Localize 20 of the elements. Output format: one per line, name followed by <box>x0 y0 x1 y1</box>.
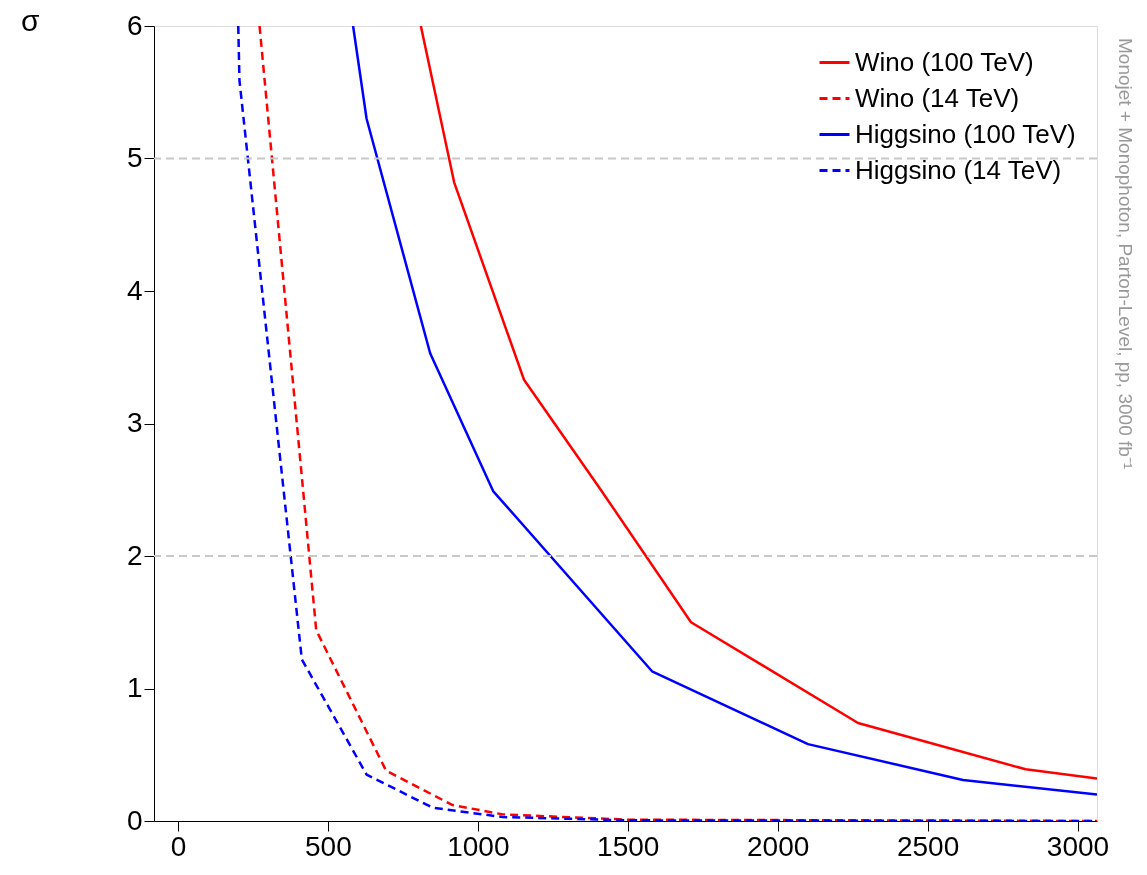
y-tick-label: 6 <box>126 9 143 41</box>
x-tick-label: 3000 <box>1046 830 1110 862</box>
legend-label: Higgsino (100 TeV) <box>855 118 1076 149</box>
x-tick-label: 1000 <box>447 830 510 862</box>
y-tick-label: 1 <box>126 672 143 703</box>
y-tick-label: 2 <box>126 539 143 571</box>
y-tick-label: 3 <box>126 407 143 438</box>
x-tick-label: 1500 <box>597 830 660 862</box>
y-axis-title: σ <box>20 3 40 37</box>
text: Monojet + Monophoton, Parton-Level, pp, 3000 fb⁻¹ <box>1115 38 1136 470</box>
x-tick-label: 500 <box>305 830 352 862</box>
y-tick-label: 5 <box>126 142 143 173</box>
x-tick-label: 0 <box>170 830 187 862</box>
legend-label: Wino (100 TeV) <box>855 46 1034 77</box>
x-tick-label: 2500 <box>896 830 960 862</box>
x-tick-label: 2000 <box>747 830 810 862</box>
legend-label: Wino (14 TeV) <box>855 82 1020 113</box>
y-tick-label: 0 <box>126 804 143 836</box>
y-tick-label: 4 <box>126 274 143 306</box>
legend-label: Higgsino (14 TeV) <box>855 154 1062 185</box>
